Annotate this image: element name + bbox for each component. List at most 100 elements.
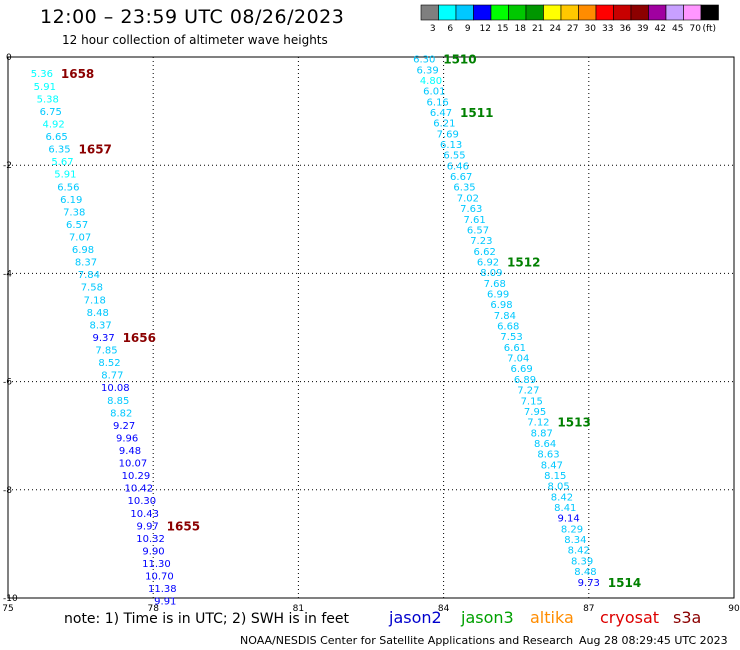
legend-swatch [683,4,702,21]
track-value-label: 8.48 [574,567,596,578]
legend-bin-label: 33 [602,24,613,34]
legend-bin-label: 21 [532,24,543,34]
legend-bin-label: 36 [620,24,632,34]
track-value-label: 8.42 [551,492,573,503]
track-time-label: 1511 [460,106,493,120]
track-value-label: 6.99 [487,290,509,301]
track-value-label: 8.52 [98,358,120,369]
track-value-label: 8.63 [537,450,559,461]
legend-bin-label: 42 [655,24,666,34]
x-tick-label: 81 [293,604,304,614]
x-tick-label: 90 [728,604,740,614]
track-value-label: 8.48 [87,308,109,319]
legend-swatch [455,4,474,21]
track-value-label: 7.84 [78,270,100,281]
legend-bin-label: 27 [567,24,578,34]
track-value-label: 8.87 [531,428,553,439]
track-value-label: 6.98 [490,300,512,311]
y-tick-label: -8 [3,486,12,496]
y-tick-label: -4 [3,269,12,279]
x-tick-label: 75 [2,604,13,614]
track-time-label: 1655 [167,519,200,533]
legend-swatch [578,4,597,21]
track-value-label: 4.80 [420,76,442,87]
legend-unit-label: (ft) [703,24,717,34]
track-value-label: 7.58 [81,283,103,294]
track-value-label: 6.57 [467,225,489,236]
legend-swatch [420,4,439,21]
track-value-label: 7.68 [484,279,506,290]
track-value-label: 9.97 [137,521,159,532]
legend-bin-label: 9 [465,24,471,34]
track-value-label: 6.21 [433,119,455,130]
legend-swatch [613,4,632,21]
track-value-label: 8.37 [75,258,97,269]
track-value-label: 6.98 [72,245,94,256]
track-value-label: 6.35 [48,145,70,156]
track-value-label: 6.56 [57,182,79,193]
track-value-label: 6.92 [477,257,499,268]
track-value-label: 6.35 [453,183,475,194]
track-value-label: 10.32 [136,534,165,545]
track-value-label: 6.19 [60,195,82,206]
track-value-label: 7.85 [95,346,117,357]
track-value-label: 9.48 [119,446,141,457]
track-value-label: 10.43 [130,509,159,520]
y-tick-label: -6 [3,378,12,388]
track-value-label: 6.67 [450,172,472,183]
track-value-label: 6.55 [443,151,465,162]
track-value-label: 10.42 [125,484,154,495]
legend-swatch [473,4,492,21]
legend-bin-label: 24 [550,24,562,34]
track-value-label: 7.61 [463,215,485,226]
track-value-label: 7.18 [84,295,106,306]
y-tick-label: 0 [6,53,12,63]
track-value-label: 8.15 [544,471,566,482]
track-value-label: 6.89 [514,375,536,386]
track-value-label: 6.68 [497,322,519,333]
page-subtitle: 12 hour collection of altimeter wave hei… [62,33,328,47]
plot-frame [7,56,735,599]
legend-bin-label: 6 [447,24,453,34]
track-time-label: 1514 [608,576,641,590]
track-value-label: 7.27 [517,386,539,397]
legend-bin-label: 15 [497,24,508,34]
legend-satellite-altika: altika [530,608,574,627]
track-value-label: 9.96 [116,433,138,444]
track-time-label: 1512 [507,255,540,269]
track-value-label: 7.02 [457,193,479,204]
track-value-label: 7.23 [470,236,492,247]
legend-bin-label: 39 [637,24,649,34]
track-value-label: 7.95 [524,407,546,418]
legend-satellite-s3a: s3a [673,608,702,627]
track-time-label: 1658 [61,67,94,81]
track-value-label: 5.91 [54,170,76,181]
x-tick-label: 78 [147,604,159,614]
track-value-label: 9.73 [578,578,600,589]
credit-line: NOAA/NESDIS Center for Satellite Applica… [240,634,574,647]
track-value-label: 8.34 [564,535,586,546]
track-value-label: 8.42 [568,546,590,557]
track-value-label: 5.36 [31,69,53,80]
generated-timestamp: Aug 28 08:29:45 UTC 2023 [579,634,728,647]
track-value-label: 6.13 [440,140,462,151]
legend-bin-label: 12 [480,24,491,34]
track-value-label: 9.37 [92,333,114,344]
track-value-label: 10.08 [101,383,130,394]
track-value-label: 6.47 [430,108,452,119]
track-value-label: 8.41 [554,503,576,514]
track-value-label: 7.53 [500,332,522,343]
x-tick-label: 87 [583,604,594,614]
legend-swatch [525,4,544,21]
legend-swatch [560,4,579,21]
track-value-label: 7.04 [507,354,529,365]
track-value-label: 6.30 [413,55,435,66]
legend-bin-label: 18 [515,24,527,34]
track-value-label: 8.82 [110,408,132,419]
y-tick-label: -2 [3,161,12,171]
track-value-label: 9.27 [113,421,135,432]
legend-bin-label: 45 [672,24,683,34]
track-value-label: 8.09 [480,268,502,279]
page-title: 12:00 – 23:59 UTC 08/26/2023 [40,6,345,28]
